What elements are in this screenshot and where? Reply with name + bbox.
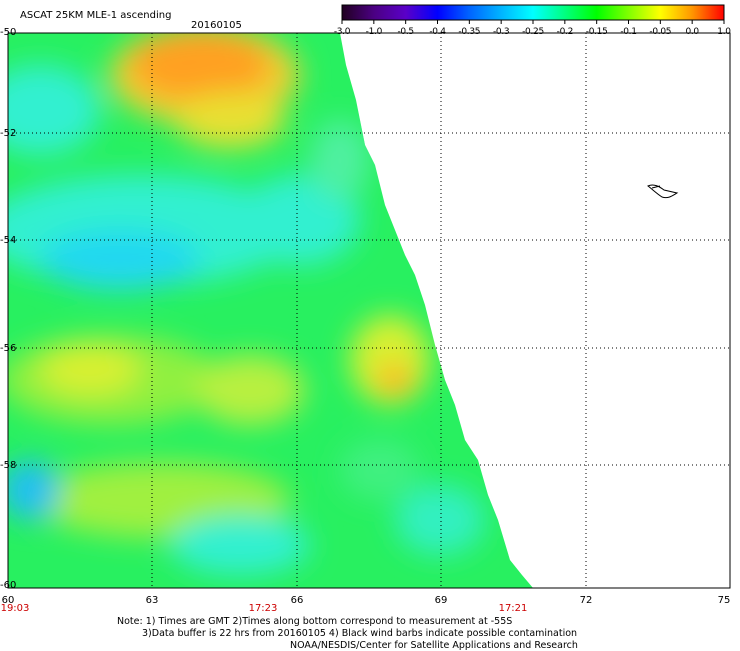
lon-label: 69 bbox=[434, 595, 448, 606]
lon-label: 72 bbox=[579, 595, 593, 606]
lat-label: -54 bbox=[0, 235, 17, 246]
colorbar-tick-label: 1.0 bbox=[717, 27, 731, 37]
gridlines bbox=[8, 33, 730, 588]
colorbar-tick-label: -3.0 bbox=[333, 27, 351, 37]
colorbar-tick-label: -0.15 bbox=[585, 27, 608, 37]
colorbar-tick-label: -0.05 bbox=[649, 27, 672, 37]
lat-label: -60 bbox=[0, 580, 17, 591]
wind-data-swath bbox=[8, 33, 533, 588]
chart-title: ASCAT 25KM MLE-1 ascending bbox=[20, 10, 172, 21]
colorbar-tick-label: -0.35 bbox=[458, 27, 481, 37]
chart-date: 20160105 bbox=[191, 20, 242, 31]
lon-label: 60 bbox=[1, 595, 15, 606]
time-label: 17:21 bbox=[498, 603, 528, 614]
lon-label: 63 bbox=[145, 595, 159, 606]
map-frame bbox=[7, 32, 731, 589]
lat-label: -50 bbox=[0, 27, 17, 38]
colorbar-tick-label: -0.3 bbox=[492, 27, 510, 37]
colorbar-tick-label: 0.0 bbox=[685, 27, 699, 37]
time-label: 17:23 bbox=[248, 603, 278, 614]
colorbar-tick-label: -1.0 bbox=[365, 27, 383, 37]
time-label: 19:03 bbox=[0, 603, 30, 614]
colorbar-tick-label: -0.25 bbox=[522, 27, 544, 37]
lat-label: -56 bbox=[0, 343, 17, 354]
footnote-line-1: Note: 1) Times are GMT 2)Times along bot… bbox=[117, 616, 513, 627]
footnote-line-3: NOAA/NESDIS/Center for Satellite Applica… bbox=[290, 640, 578, 651]
footnote-line-2: 3)Data buffer is 22 hrs from 20160105 4)… bbox=[142, 628, 578, 639]
colorbar-tick-label: -0.5 bbox=[397, 27, 414, 37]
colorbar-tick-label: -0.4 bbox=[429, 27, 446, 37]
colorbar-gradient bbox=[341, 4, 725, 21]
lon-label: 66 bbox=[290, 595, 304, 606]
lat-label: -52 bbox=[0, 128, 17, 139]
island-outline bbox=[647, 184, 679, 199]
lat-label: -58 bbox=[0, 460, 17, 471]
colorbar-tick-label: -0.2 bbox=[556, 27, 574, 37]
lon-label: 75 bbox=[717, 595, 731, 606]
colorbar-tick-label: -0.1 bbox=[620, 27, 637, 37]
colorbar bbox=[341, 4, 725, 24]
